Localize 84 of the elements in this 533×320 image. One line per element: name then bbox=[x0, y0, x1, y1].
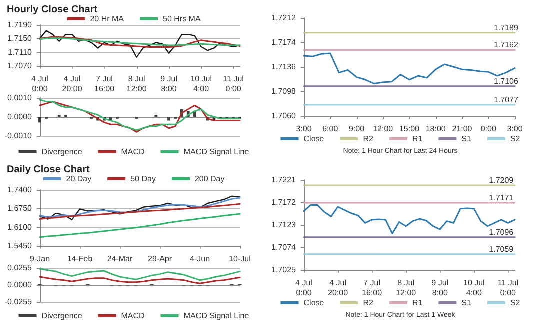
legend-label: 50 Hrs MA bbox=[163, 14, 202, 24]
legend-label: MACD bbox=[121, 148, 146, 156]
y-tick-label: 1.7110 bbox=[8, 48, 33, 57]
y-tick-label: 1.7190 bbox=[8, 20, 33, 30]
x-tick-label: 9 Jul 8:00 bbox=[160, 74, 178, 94]
x-tick-label: 6:00 bbox=[322, 124, 339, 134]
x-tick-label: 10 Jul 4:00 bbox=[463, 278, 486, 298]
legend-label: R2 bbox=[363, 134, 374, 144]
legend-label: 200 Day bbox=[194, 174, 225, 184]
x-tick-label: 4 Jul 20:00 bbox=[62, 74, 83, 94]
legend-label: S1 bbox=[462, 134, 472, 144]
y-tick-label: 1.7212 bbox=[272, 14, 297, 22]
x-tick-label: 21:00 bbox=[452, 124, 473, 134]
legend-label: MACD bbox=[121, 312, 146, 320]
y-tick-label: 1.7174 bbox=[272, 38, 297, 47]
x-tick-label: 10 Jul 4:00 bbox=[190, 74, 212, 94]
x-tick-label: 4 Jul 0:00 bbox=[296, 278, 313, 298]
x-tick-label: 24-Mar bbox=[107, 254, 134, 264]
x-tick-label: 4-Jun bbox=[190, 254, 210, 264]
data-label: 1.7162 bbox=[494, 40, 519, 50]
y-tick-label: 1.7172 bbox=[272, 198, 297, 207]
x-tick-label: 18:00 bbox=[426, 124, 446, 134]
legend-label: 20 Day bbox=[66, 174, 92, 184]
x-tick-label: 8 Jul 12:00 bbox=[396, 278, 417, 298]
legend-label: R2 bbox=[363, 298, 374, 308]
y-tick-label: 1.7400 bbox=[8, 186, 33, 194]
x-tick-label: 3:00 bbox=[507, 124, 524, 134]
y-tick-label: 0.0010 bbox=[8, 94, 33, 102]
x-tick-label: 3:00 bbox=[296, 124, 312, 134]
data-label: 1.7077 bbox=[494, 96, 519, 105]
legend-label: Divergence bbox=[42, 148, 83, 156]
x-tick-label: 12:00 bbox=[373, 124, 394, 134]
data-label: 1.7106 bbox=[494, 76, 519, 86]
y-tick-label: 1.6750 bbox=[8, 204, 33, 214]
y-tick-label: 1.7136 bbox=[272, 62, 297, 72]
x-tick-label: 15:00 bbox=[399, 124, 420, 134]
y-tick-label: 1.5450 bbox=[8, 242, 33, 250]
data-label: 1.7209 bbox=[489, 176, 514, 186]
legend-label: Divergence bbox=[42, 312, 83, 320]
x-tick-label: 11 Jul 0:00 bbox=[223, 74, 244, 94]
legend-label: MACD Signal Line bbox=[184, 312, 250, 320]
y-tick-label: 1.7150 bbox=[8, 34, 33, 44]
x-tick-label: 7 Jul 16:00 bbox=[362, 278, 383, 298]
y-tick-label: 0.0000 bbox=[8, 112, 33, 122]
legend-label: R1 bbox=[412, 134, 424, 144]
y-tick-label: 1.7025 bbox=[272, 266, 297, 274]
x-tick-label: 29-Apr bbox=[148, 254, 172, 264]
x-tick-label: 7 Jul 16:00 bbox=[94, 74, 116, 94]
chart-title: Daily Close Chart bbox=[7, 164, 90, 176]
y-tick-label: -0.0010 bbox=[4, 132, 33, 140]
legend-label: MACD Signal Line bbox=[184, 148, 250, 156]
y-tick-label: 1.7098 bbox=[272, 87, 297, 96]
x-tick-label: 4 Jul 0:00 bbox=[32, 74, 49, 94]
y-tick-label: -0.0255 bbox=[4, 298, 33, 306]
legend-label: S2 bbox=[510, 298, 521, 308]
legend-label: S1 bbox=[462, 298, 472, 308]
x-tick-label: 9-Jan bbox=[30, 254, 50, 264]
x-tick-label: 11 Jul 0:00 bbox=[498, 278, 519, 298]
legend-label: Close bbox=[304, 134, 325, 144]
legend-label: S2 bbox=[510, 134, 521, 144]
x-tick-label: 0:00 bbox=[480, 124, 497, 134]
legend-label: 50 Day bbox=[130, 174, 156, 184]
x-tick-label: 10-Jul bbox=[229, 254, 252, 264]
legend-label: 20 Hr MA bbox=[90, 14, 125, 24]
y-tick-label: 1.7070 bbox=[8, 62, 33, 70]
x-tick-label: 9 Jul 8:00 bbox=[432, 278, 449, 298]
data-label: 1.7171 bbox=[489, 193, 514, 202]
y-tick-label: 1.7074 bbox=[272, 243, 297, 252]
y-tick-label: 1.6100 bbox=[8, 222, 33, 232]
x-tick-label: 4 Jul 20:00 bbox=[328, 278, 349, 298]
x-tick-label: 8 Jul 12:00 bbox=[126, 74, 148, 94]
data-label: 1.7096 bbox=[489, 228, 514, 237]
y-tick-label: 0.0000 bbox=[8, 280, 33, 290]
data-label: 1.7059 bbox=[489, 244, 514, 254]
y-tick-label: 1.7123 bbox=[272, 220, 297, 230]
legend-label: R1 bbox=[412, 298, 424, 308]
data-label: 1.7189 bbox=[494, 23, 519, 32]
y-tick-label: 0.0255 bbox=[8, 264, 33, 272]
y-tick-label: 1.7221 bbox=[272, 176, 297, 184]
x-tick-label: 9:00 bbox=[348, 124, 366, 134]
chart-title: Hourly Close Chart bbox=[7, 4, 98, 16]
y-tick-label: 1.7060 bbox=[272, 112, 297, 120]
x-tick-label: 14-Feb bbox=[67, 254, 94, 264]
legend-label: Close bbox=[304, 298, 325, 308]
